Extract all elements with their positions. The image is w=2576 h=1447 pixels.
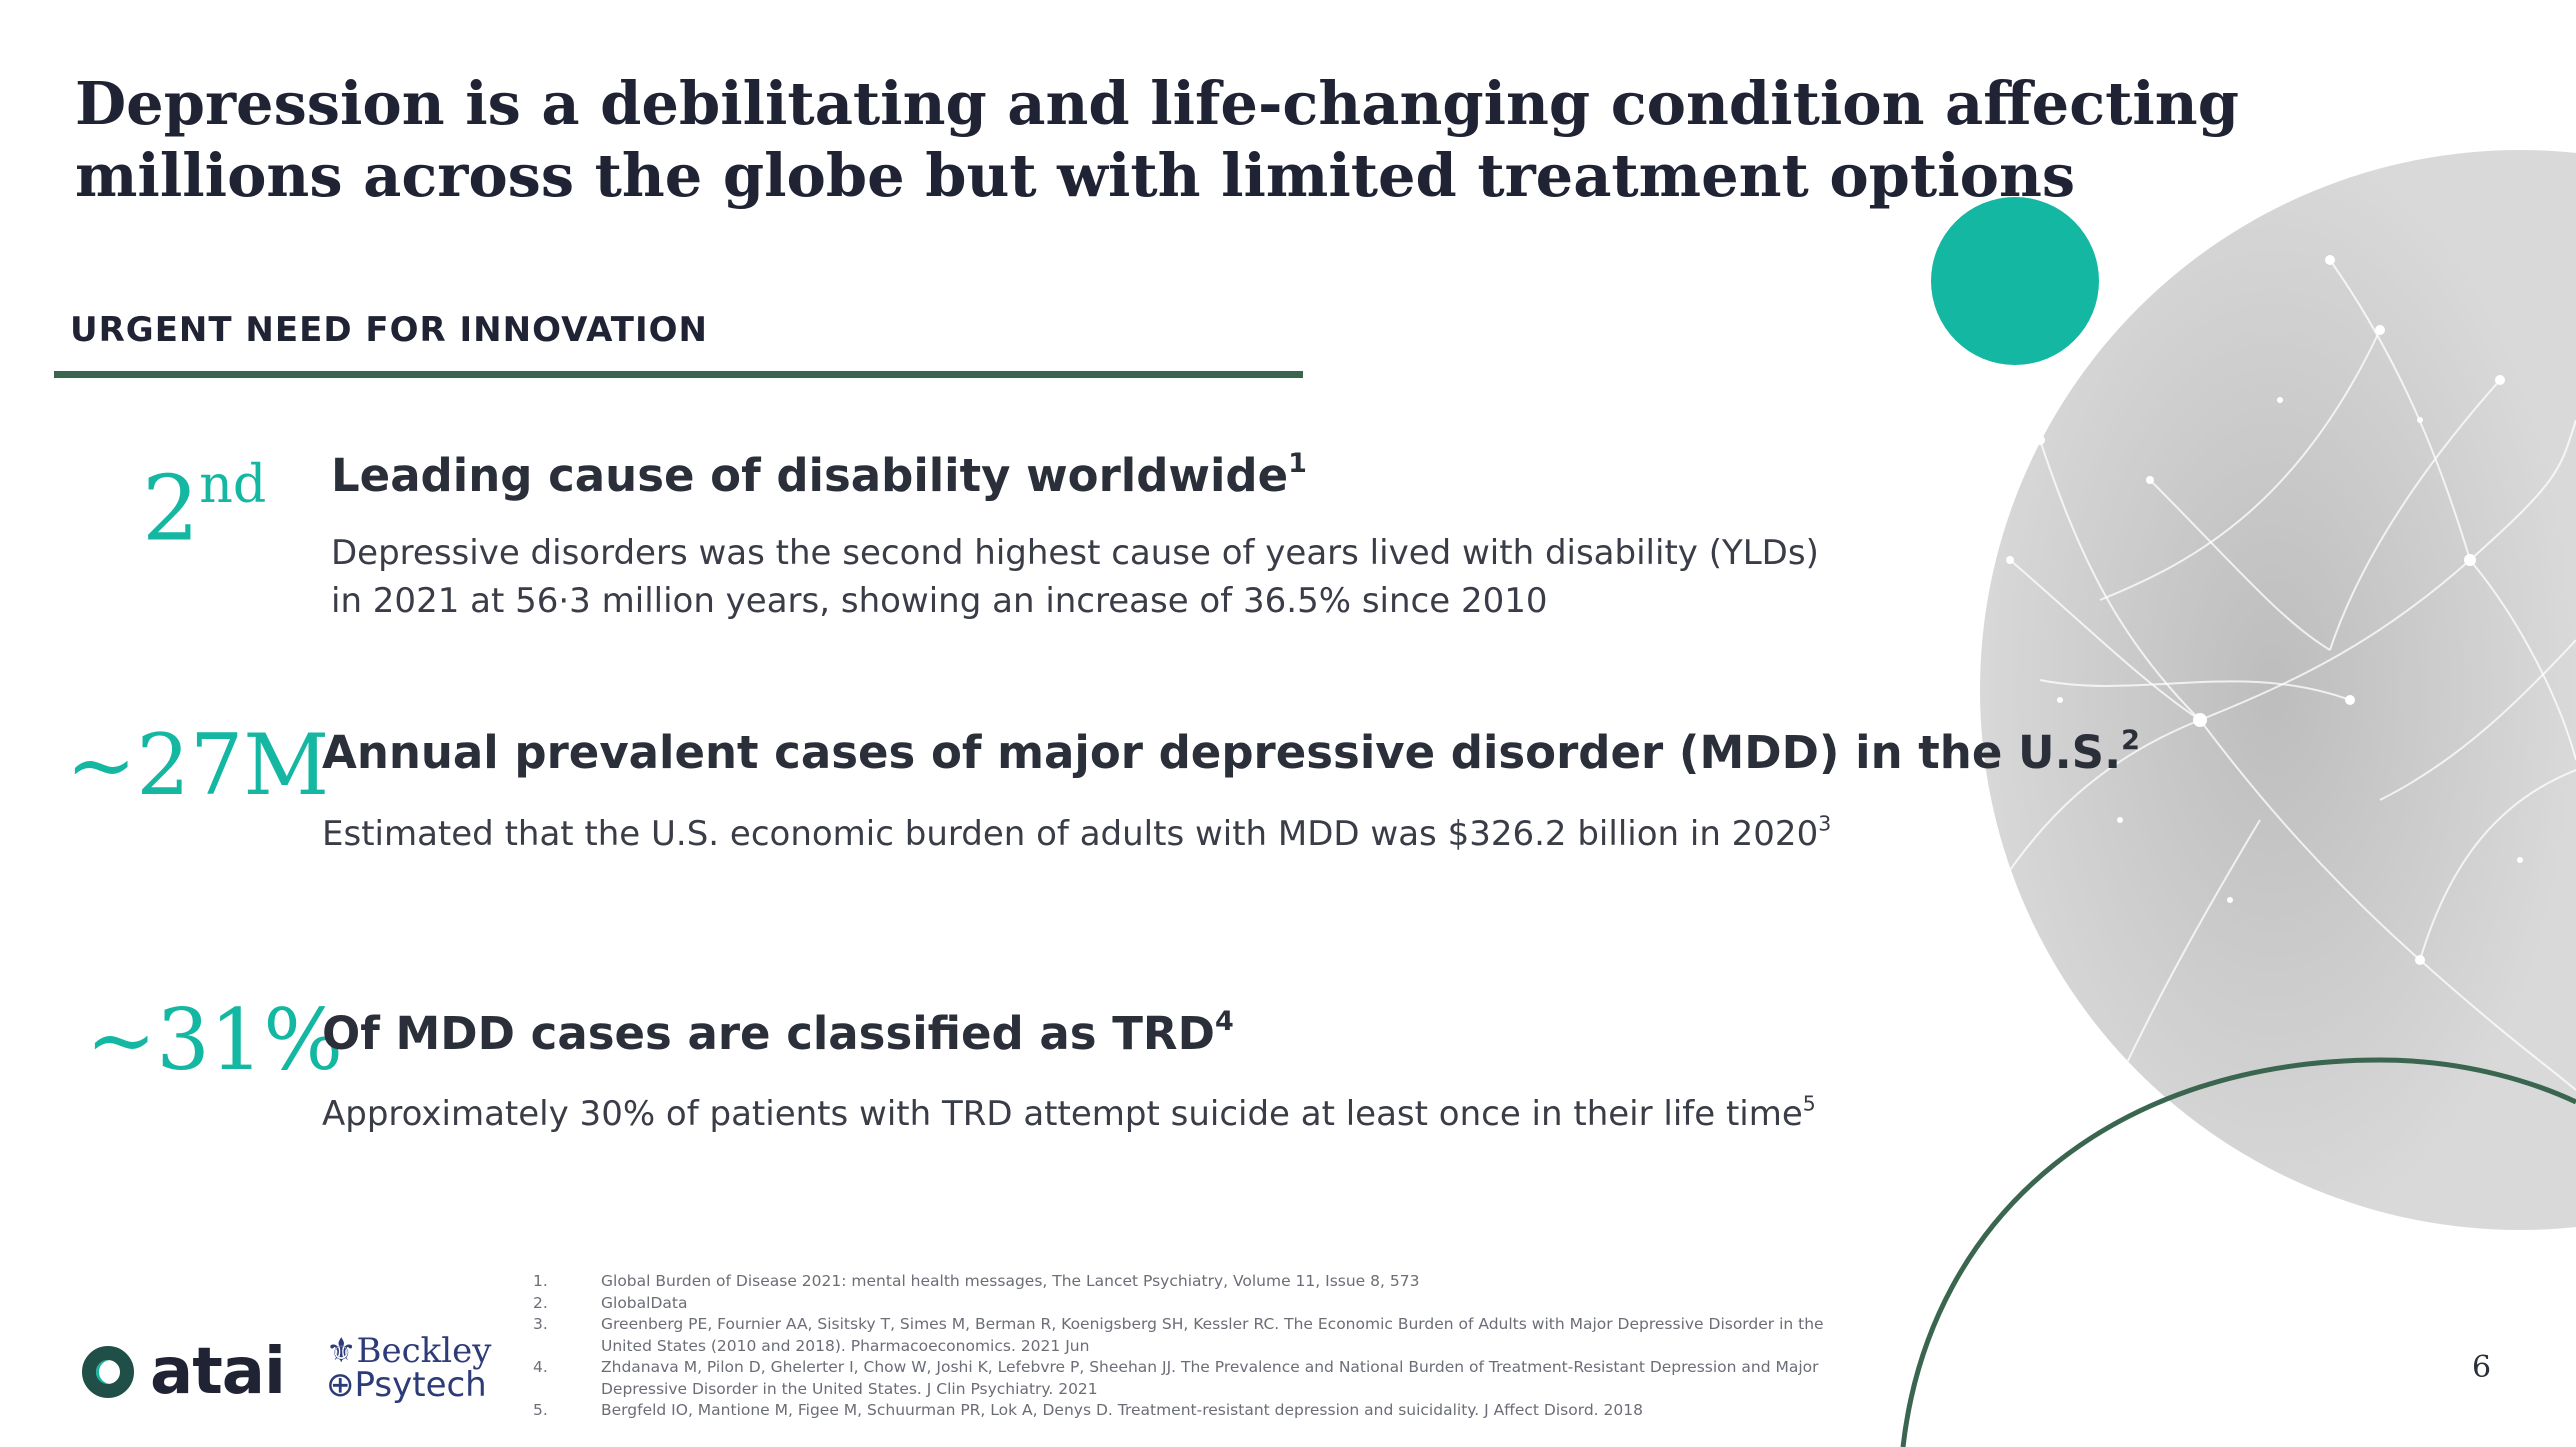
arc-decoration: [1900, 1057, 2576, 1447]
footnote-number: 3.: [533, 1315, 548, 1333]
stat-heading-trd: Of MDD cases are classified as TRD4: [322, 1006, 1234, 1062]
teal-dot: [1931, 197, 2099, 365]
slide-title: Depression is a debilitating and life-ch…: [75, 69, 2239, 210]
footnote-number: 2.: [533, 1293, 548, 1312]
footnote-text: Bergfeld IO, Mantione M, Figee M, Schuur…: [601, 1401, 1643, 1419]
page-number: 6: [2472, 1350, 2492, 1385]
stat-value-disability-rank: 2nd: [142, 430, 266, 565]
stat-heading-mdd: Annual prevalent cases of major depressi…: [322, 725, 2140, 781]
footnote-text: GlobalData: [601, 1293, 688, 1312]
beckley-logo-line2: ⊕Psytech: [326, 1368, 491, 1402]
stat-heading-text: Annual prevalent cases of major depressi…: [322, 726, 2122, 779]
beckley-logo-icon: ⚜: [326, 1331, 357, 1371]
stat-body-text: Approximately 30% of patients with TRD a…: [322, 1094, 1803, 1134]
atai-logo: atai: [82, 1332, 286, 1412]
footnote-item: 5. Bergfeld IO, Mantione M, Figee M, Schu…: [533, 1400, 1833, 1422]
footnote-ref: 5: [1802, 1091, 1816, 1116]
atai-logo-text: atai: [150, 1335, 286, 1409]
stat-value-suffix: nd: [199, 455, 267, 515]
footnote-text: Global Burden of Disease 2021: mental he…: [601, 1272, 1420, 1290]
footnote-item: 1. Global Burden of Disease 2021: mental …: [533, 1271, 1833, 1293]
stat-body-trd: Approximately 30% of patients with TRD a…: [322, 1090, 1842, 1138]
footnote-number: 5.: [533, 1401, 548, 1419]
stat-body-text: Estimated that the U.S. economic burden …: [322, 814, 1819, 854]
footnote-text: Greenberg PE, Fournier AA, Sisitsky T, S…: [601, 1315, 1824, 1355]
footnote-ref: 4: [1214, 1006, 1234, 1038]
beckley-psytech-logo: ⚜Beckley ⊕Psytech: [326, 1334, 491, 1402]
footnote-item: 2. GlobalData: [533, 1293, 1833, 1315]
stat-heading-disability: Leading cause of disability worldwide1: [331, 448, 1307, 504]
psytech-logo-text: Psytech: [354, 1365, 487, 1405]
section-label: URGENT NEED FOR INNOVATION: [70, 310, 708, 350]
footnote-ref: 2: [2121, 725, 2140, 757]
footnote-number: 1.: [533, 1272, 548, 1290]
section-divider: [54, 371, 1303, 378]
footnote-item: 3. Greenberg PE, Fournier AA, Sisitsky T,…: [533, 1314, 1833, 1357]
stat-value-trd-share: ~31%: [86, 991, 344, 1089]
stat-value-main: 2: [142, 456, 200, 562]
footnote-text: Zhdanava M, Pilon D, Ghelerter I, Chow W…: [601, 1358, 1819, 1398]
atai-logo-icon: [82, 1346, 134, 1398]
beckley-logo-line1: ⚜Beckley: [326, 1334, 491, 1368]
footnote-ref: 3: [1818, 811, 1832, 836]
footnote-number: 4.: [533, 1358, 548, 1376]
stat-body-text: Depressive disorders was the second high…: [331, 533, 1819, 621]
stat-body-disability: Depressive disorders was the second high…: [331, 529, 1851, 625]
footnote-ref: 1: [1288, 448, 1307, 480]
footnote-item: 4. Zhdanava M, Pilon D, Ghelerter I, Chow…: [533, 1357, 1833, 1400]
stat-heading-text: Leading cause of disability worldwide: [331, 449, 1289, 502]
stat-value-mdd-cases: ~27M: [66, 716, 330, 814]
stat-heading-text: Of MDD cases are classified as TRD: [322, 1007, 1215, 1060]
beckley-logo-text: Beckley: [356, 1331, 492, 1371]
psytech-logo-icon: ⊕: [326, 1365, 355, 1405]
footnotes-list: 1. Global Burden of Disease 2021: mental …: [533, 1271, 1833, 1422]
stat-body-mdd: Estimated that the U.S. economic burden …: [322, 810, 1842, 858]
